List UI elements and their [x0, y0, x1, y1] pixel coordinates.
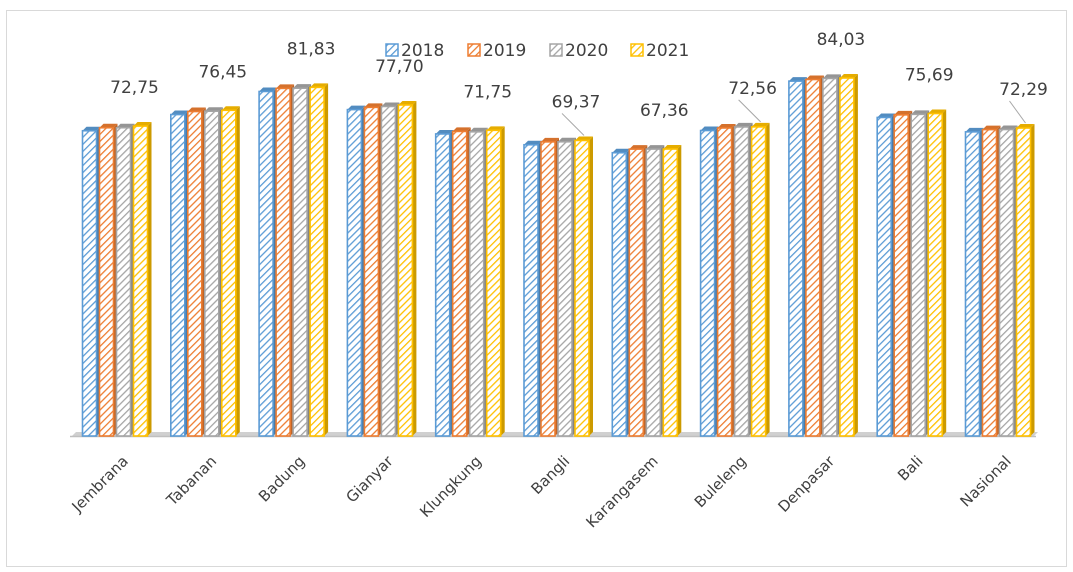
- bar-tabanan-2020: [204, 107, 223, 437]
- bars: [81, 74, 1035, 437]
- legend-item-2021: 2021: [630, 41, 689, 61]
- bar-gianyar-2021: [397, 100, 417, 437]
- bar-bangli-2018: [523, 140, 542, 437]
- bar-bali-2018: [876, 113, 896, 437]
- bar-bali-2020: [910, 110, 930, 437]
- bar-karangasem-2020: [645, 145, 665, 437]
- bar-klungkung-2020: [468, 127, 488, 437]
- legend-item-2020: 2020: [549, 41, 608, 61]
- bar-gianyar-2018: [346, 105, 366, 437]
- bar-buleleng-2019: [716, 123, 736, 437]
- bar-gianyar-2020: [380, 102, 400, 437]
- bar-denpasar-2019: [805, 75, 824, 437]
- data-labels: 72,75 76,45 81,83 77,70 71,75 69,37 67,36 72,56…: [110, 30, 1048, 121]
- data-label-badung: 81,83: [287, 39, 336, 59]
- bar-bangli-2020: [557, 137, 576, 437]
- bar-karangasem-2018: [611, 148, 631, 437]
- bar-badung-2021: [309, 83, 329, 437]
- legend-label-2020: 2020: [565, 41, 608, 61]
- legend-label-2021: 2021: [646, 41, 689, 61]
- bar-jembrana-2018: [81, 126, 101, 437]
- legend: 2018 2019 2020 2021: [385, 41, 689, 61]
- data-label-karangasem: 67,36: [640, 101, 689, 121]
- data-label-denpasar: 84,03: [817, 30, 866, 50]
- data-label-tabanan: 76,45: [198, 62, 247, 82]
- bar-nasional-2020: [998, 125, 1018, 437]
- leader-line-nasional: [1009, 100, 1026, 124]
- legend-swatch-2021: [630, 43, 644, 57]
- bar-badung-2020: [292, 84, 312, 437]
- legend-swatch-2018: [385, 43, 399, 57]
- leader-line-bangli: [561, 113, 585, 136]
- bar-denpasar-2020: [822, 74, 841, 437]
- bar-karangasem-2021: [662, 145, 682, 437]
- legend-swatch-2019: [467, 43, 481, 57]
- bar-denpasar-2021: [839, 74, 858, 437]
- bar-denpasar-2018: [788, 77, 807, 437]
- bar-buleleng-2020: [733, 122, 753, 437]
- bar-nasional-2021: [1015, 124, 1035, 437]
- bar-bangli-2021: [574, 136, 593, 437]
- bar-jembrana-2019: [98, 123, 118, 437]
- legend-item-2019: 2019: [467, 41, 526, 61]
- leader-line-buleleng: [738, 99, 761, 123]
- bar-badung-2019: [275, 84, 295, 437]
- legend-label-2018: 2018: [401, 41, 444, 61]
- bar-tabanan-2019: [187, 107, 206, 437]
- legend-item-2018: 2018: [385, 41, 444, 61]
- bar-klungkung-2021: [485, 126, 505, 437]
- bar-buleleng-2018: [699, 126, 719, 437]
- data-label-buleleng: 72,56: [728, 79, 777, 99]
- bar-klungkung-2019: [451, 127, 471, 437]
- data-label-nasional: 72,29: [999, 80, 1048, 100]
- bar-buleleng-2021: [750, 122, 770, 437]
- bar-klungkung-2018: [434, 129, 454, 437]
- bar-badung-2018: [258, 87, 278, 437]
- bar-jembrana-2021: [132, 122, 152, 437]
- data-label-gianyar: 77,70: [375, 57, 424, 77]
- data-label-bangli: 69,37: [552, 92, 601, 112]
- bar-jembrana-2020: [115, 123, 135, 437]
- leader-lines: [561, 99, 1026, 136]
- bar-karangasem-2019: [628, 145, 648, 437]
- bar-tabanan-2021: [221, 106, 240, 437]
- bar-bali-2019: [893, 110, 913, 437]
- bar-gianyar-2019: [363, 103, 383, 437]
- data-label-bali: 75,69: [905, 66, 954, 86]
- legend-label-2019: 2019: [483, 41, 526, 61]
- data-label-jembrana: 72,75: [110, 78, 159, 98]
- bar-nasional-2018: [964, 127, 984, 437]
- data-label-klungkung: 71,75: [463, 82, 512, 102]
- legend-swatch-2020: [549, 43, 563, 57]
- bar-bangli-2019: [540, 137, 559, 437]
- bar-nasional-2019: [981, 125, 1001, 437]
- bar-tabanan-2018: [170, 110, 189, 437]
- bar-bali-2021: [927, 109, 947, 437]
